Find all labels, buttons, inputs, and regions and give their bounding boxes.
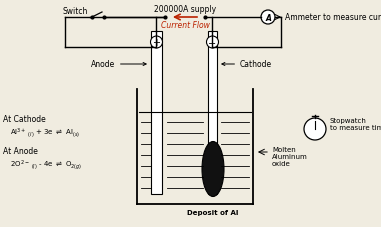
Ellipse shape (202, 142, 224, 197)
Text: At Cathode: At Cathode (3, 115, 46, 124)
Circle shape (304, 118, 326, 140)
Text: 200000A supply: 200000A supply (154, 5, 216, 15)
Circle shape (150, 37, 163, 49)
Text: Al$^{3+}$$_{\ (l)}$ + 3e $\rightleftharpoons$ Al$_{(s)}$: Al$^{3+}$$_{\ (l)}$ + 3e $\rightleftharp… (10, 126, 80, 139)
Text: Stopwatch
to measure time: Stopwatch to measure time (330, 118, 381, 131)
Text: 2O$^{2-}$$_{\ (l)}$ - 4e $\rightleftharpoons$ O$_{2(g)}$: 2O$^{2-}$$_{\ (l)}$ - 4e $\rightleftharp… (10, 158, 82, 171)
Text: Deposit of Al: Deposit of Al (187, 209, 239, 215)
Text: At Anode: At Anode (3, 147, 38, 156)
Text: Anode: Anode (91, 60, 146, 69)
Bar (208, 32, 217, 194)
Text: Current Flow: Current Flow (160, 21, 210, 30)
Text: +: + (152, 38, 160, 48)
Text: Switch: Switch (62, 7, 88, 16)
Text: Ammeter to measure current: Ammeter to measure current (285, 13, 381, 22)
Text: Cathode: Cathode (222, 60, 272, 69)
Circle shape (207, 37, 218, 49)
Text: Molten
Aluminum
oxide: Molten Aluminum oxide (272, 146, 308, 166)
Text: A: A (265, 14, 271, 23)
Text: −: − (208, 38, 216, 48)
Bar (151, 32, 162, 194)
Circle shape (261, 11, 275, 25)
